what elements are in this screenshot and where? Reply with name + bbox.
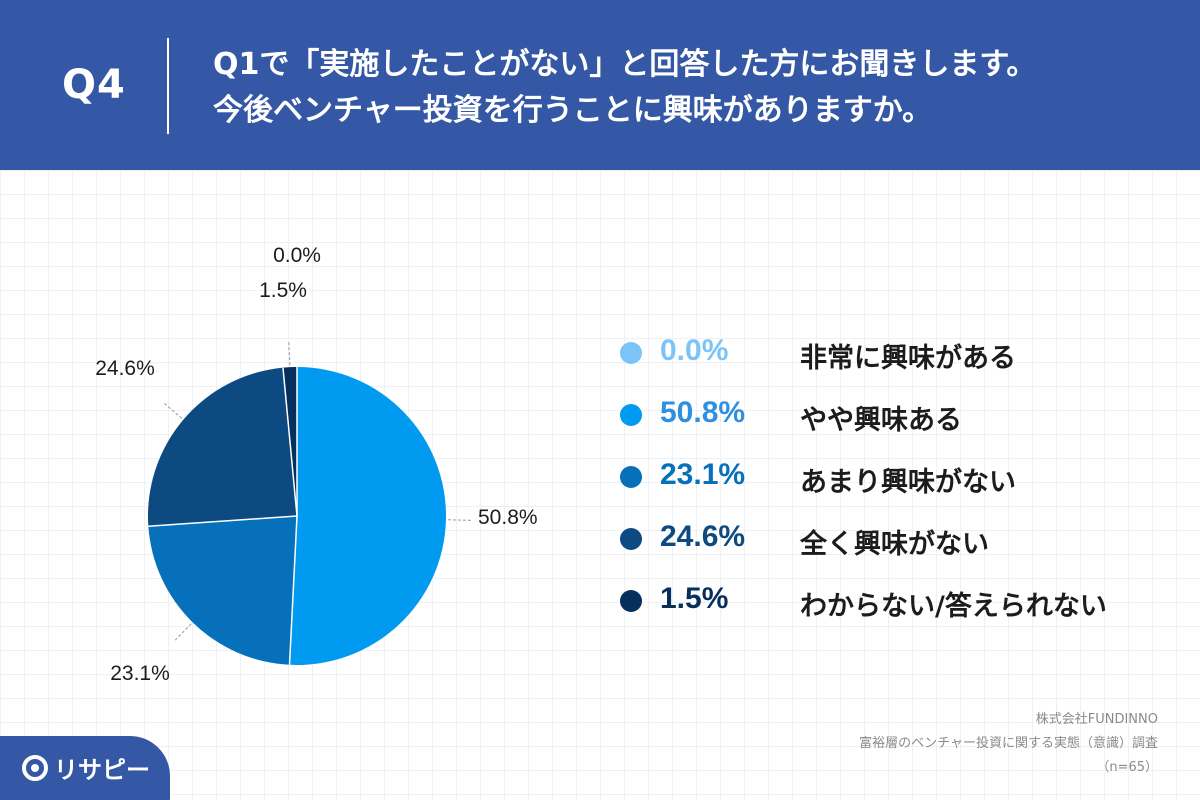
legend-pct-4: 1.5% xyxy=(660,582,729,615)
question-title-line-1: Q1で「実施したことがない」と回答した方にお聞きします。 xyxy=(213,47,1037,82)
pie-slice-3 xyxy=(148,367,297,527)
header-divider xyxy=(167,38,169,134)
legend-label-3: 全く興味がない xyxy=(800,529,989,560)
question-number: Q4 xyxy=(62,62,126,108)
data-label-1: 50.8% xyxy=(478,506,538,529)
legend-label-0: 非常に興味がある xyxy=(800,343,1016,374)
source-survey: 富裕層のベンチャー投資に関する実態（意識）調査 xyxy=(859,736,1158,751)
data-label-2: 23.1% xyxy=(110,662,170,685)
pin-icon xyxy=(22,754,48,781)
data-label-0: 0.0% xyxy=(273,244,321,267)
legend-dot-4 xyxy=(620,590,642,612)
slice-separator-2 xyxy=(288,515,298,665)
legend-pct-2: 23.1% xyxy=(660,458,746,491)
legend-item-3: 24.6% 全く興味がない xyxy=(620,520,1180,582)
legend-item-2: 23.1% あまり興味がない xyxy=(620,458,1180,520)
legend-item-1: 50.8% やや興味ある xyxy=(620,396,1180,458)
source-sample-size: （n=65） xyxy=(1096,760,1158,775)
pie-slice-2 xyxy=(148,516,297,665)
slice-separator-4 xyxy=(282,367,298,517)
legend-label-4: わからない/答えられない xyxy=(800,591,1107,622)
data-label-3: 24.6% xyxy=(95,357,155,380)
pie-slice-1 xyxy=(289,367,446,665)
legend-dot-2 xyxy=(620,466,642,488)
legend-label-2: あまり興味がない xyxy=(800,467,1016,498)
legend-dot-0 xyxy=(620,342,642,364)
legend-item-0: 0.0% 非常に興味がある xyxy=(620,334,1180,396)
source-company: 株式会社FUNDINNO xyxy=(1035,712,1158,727)
question-header: Q4 Q1で「実施したことがない」と回答した方にお聞きします。 今後ベンチャー投… xyxy=(0,0,1200,170)
leader-line-2 xyxy=(174,623,192,642)
question-title-line-2: 今後ベンチャー投資を行うことに興味がありますか。 xyxy=(213,93,933,128)
chart-legend: 0.0% 非常に興味がある 50.8% やや興味ある 23.1% あまり興味がな… xyxy=(620,334,1180,644)
question-title: Q1で「実施したことがない」と回答した方にお聞きします。 今後ベンチャー投資を行… xyxy=(213,42,1173,134)
legend-dot-3 xyxy=(620,528,642,550)
leader-line-3 xyxy=(163,402,183,419)
leader-line-4 xyxy=(288,341,291,366)
legend-item-4: 1.5% わからない/答えられない xyxy=(620,582,1180,644)
source-note: 株式会社FUNDINNO 富裕層のベンチャー投資に関する実態（意識）調査 （n=… xyxy=(859,708,1158,780)
brand-logo[interactable]: リサピー xyxy=(22,750,150,785)
legend-pct-3: 24.6% xyxy=(660,520,746,553)
slice-separator-3 xyxy=(148,515,298,528)
data-label-4: 1.5% xyxy=(259,279,307,302)
brand-logo-text: リサピー xyxy=(54,756,150,784)
legend-pct-1: 50.8% xyxy=(660,396,746,429)
legend-label-1: やや興味ある xyxy=(800,405,962,436)
legend-dot-1 xyxy=(620,404,642,426)
legend-pct-0: 0.0% xyxy=(660,334,729,367)
leader-line-1 xyxy=(447,519,472,521)
